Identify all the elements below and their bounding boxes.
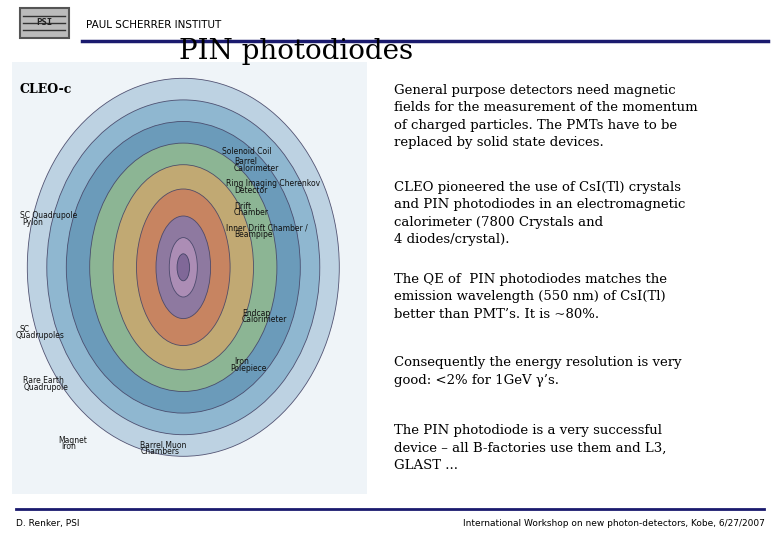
- Ellipse shape: [113, 165, 254, 370]
- Text: Pylon: Pylon: [22, 218, 43, 227]
- Ellipse shape: [169, 238, 197, 297]
- Text: Rare Earth: Rare Earth: [23, 376, 64, 385]
- Text: Calorimeter: Calorimeter: [234, 164, 279, 173]
- Text: Beampipe: Beampipe: [234, 230, 272, 239]
- Text: PIN photodiodes: PIN photodiodes: [179, 38, 413, 65]
- Text: Barrel: Barrel: [234, 158, 257, 166]
- Text: PSI: PSI: [36, 18, 52, 28]
- Text: SC Quadrupole: SC Quadrupole: [20, 212, 76, 220]
- Text: Chamber: Chamber: [234, 208, 269, 217]
- Text: The PIN photodiode is a very successful
device – all B-factories use them and L3: The PIN photodiode is a very successful …: [394, 424, 666, 472]
- Text: CLEO pioneered the use of CsI(Tl) crystals
and PIN photodiodes in an electromagn: CLEO pioneered the use of CsI(Tl) crysta…: [394, 181, 686, 246]
- Text: Quadrupole: Quadrupole: [23, 383, 69, 391]
- Text: General purpose detectors need magnetic
fields for the measurement of the moment: General purpose detectors need magnetic …: [394, 84, 697, 149]
- Text: Drift: Drift: [234, 202, 251, 211]
- Text: Calorimeter: Calorimeter: [242, 315, 287, 324]
- Text: Quadrupoles: Quadrupoles: [16, 332, 65, 340]
- Text: Magnet: Magnet: [58, 436, 87, 444]
- Ellipse shape: [47, 100, 320, 435]
- Text: D. Renker, PSI: D. Renker, PSI: [16, 519, 79, 528]
- FancyBboxPatch shape: [20, 8, 69, 38]
- FancyBboxPatch shape: [12, 62, 367, 494]
- Text: Polepiece: Polepiece: [230, 364, 267, 373]
- Text: Inner Drift Chamber /: Inner Drift Chamber /: [226, 224, 308, 232]
- Text: Iron: Iron: [61, 442, 76, 451]
- Ellipse shape: [156, 216, 211, 319]
- Text: Detector: Detector: [234, 186, 268, 194]
- Ellipse shape: [177, 254, 190, 281]
- Text: CLEO-c: CLEO-c: [20, 83, 72, 96]
- Text: The QE of  PIN photodiodes matches the
emission wavelength (550 nm) of CsI(Tl)
b: The QE of PIN photodiodes matches the em…: [394, 273, 667, 321]
- Text: Ring Imaging Cherenkov: Ring Imaging Cherenkov: [226, 179, 321, 188]
- Ellipse shape: [27, 78, 339, 456]
- Text: Chambers: Chambers: [140, 448, 179, 456]
- Text: International Workshop on new photon-detectors, Kobe, 6/27/2007: International Workshop on new photon-det…: [463, 519, 764, 528]
- Text: Barrel Muon: Barrel Muon: [140, 441, 186, 450]
- Ellipse shape: [90, 143, 277, 392]
- Text: Solenoid Coil: Solenoid Coil: [222, 147, 272, 156]
- Text: SC: SC: [20, 325, 30, 334]
- Text: Consequently the energy resolution is very
good: <2% for 1GeV γ’s.: Consequently the energy resolution is ve…: [394, 356, 682, 387]
- Ellipse shape: [66, 122, 300, 413]
- Ellipse shape: [136, 189, 230, 346]
- Text: PAUL SCHERRER INSTITUT: PAUL SCHERRER INSTITUT: [86, 21, 221, 30]
- Text: Iron: Iron: [234, 357, 249, 366]
- Text: Endcap: Endcap: [242, 309, 270, 318]
